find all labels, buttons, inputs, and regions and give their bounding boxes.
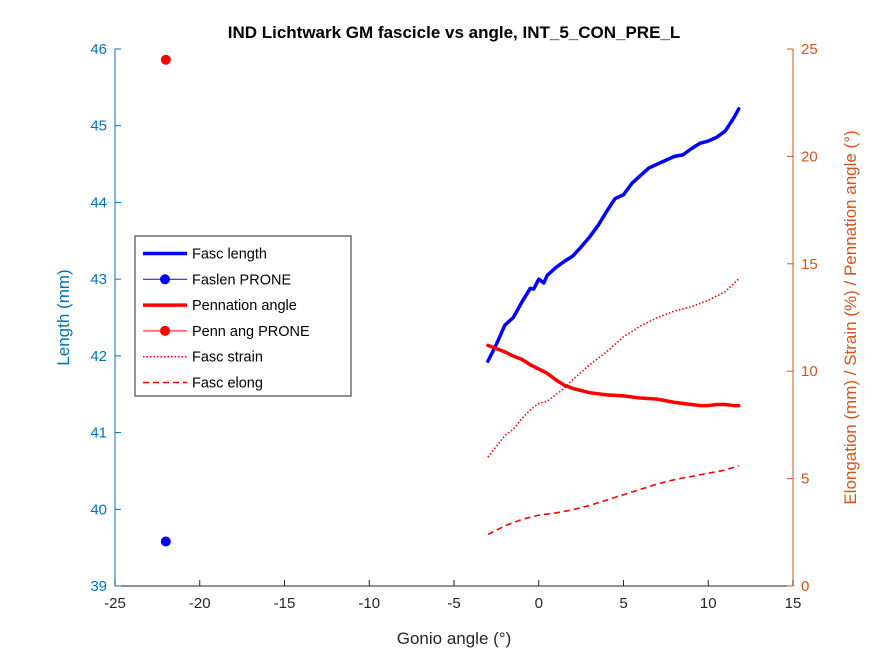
fasc-length-line [486,107,741,363]
y-axis-right-label: Elongation (mm) / Strain (%) / Pennation… [841,130,860,504]
y-right-tick-label: 10 [801,363,818,380]
legend-box [134,235,352,397]
y-left-tick-label: 40 [90,501,107,518]
x-tick-label: -15 [274,595,296,612]
y-left-ticks: 39 40 41 42 43 44 45 46 [90,41,121,595]
legend-label: Fasc elong [192,376,263,392]
legend-label: Pennation angle [192,298,297,314]
legend-label: Fasc length [192,247,267,263]
y-left-tick-label: 44 [90,194,107,211]
legend-label: Fasc strain [192,350,263,366]
y-left-tick-label: 41 [90,425,107,442]
y-left-tick-label: 43 [90,271,107,288]
plot-marks [160,54,741,547]
legend-label: Penn ang PRONE [192,324,310,340]
penn-ang-prone-marker [160,54,171,65]
y-right-ticks: 0 5 10 15 20 25 [787,41,818,595]
legend-item-pennation-angle: Pennation angle [143,298,297,314]
x-ticks: -25 -20 -15 -10 -5 0 5 10 15 [104,580,801,612]
x-tick-label: 15 [785,595,802,612]
x-tick-label: -20 [189,595,211,612]
y-left-tick-label: 45 [90,118,107,135]
fasc-strain-line [487,278,740,458]
y-right-tick-label: 0 [801,578,809,595]
legend-item-fasc-length: Fasc length [143,247,267,263]
y-right-tick-label: 15 [801,256,818,273]
y-left-tick-label: 46 [90,41,107,58]
y-left-tick-label: 42 [90,348,107,365]
legend-marker [160,325,170,336]
legend-item-faslen-prone: Faslen PRONE [143,272,291,288]
pennation-angle-line [486,343,741,408]
legend-item-fasc-elong: Fasc elong [143,376,263,392]
x-tick-label: -25 [104,595,126,612]
legend-item-fasc-strain: Fasc strain [143,350,263,366]
y-axis-left-label: Length (mm) [54,269,73,365]
legend-label: Faslen PRONE [192,272,291,288]
y-right-tick-label: 20 [801,148,818,165]
faslen-prone-marker [160,536,171,547]
x-tick-label: 0 [535,595,543,612]
x-tick-label: 5 [619,595,627,612]
legend: Fasc length Faslen PRONE Pennation angle Pe… [134,235,352,397]
legend-marker [160,274,170,285]
x-tick-label: 10 [700,595,717,612]
y-right-tick-label: 5 [801,471,809,488]
chart-title: IND Lichtwark GM fascicle vs angle, INT_… [228,23,681,42]
legend-item-penn-ang-prone: Penn ang PRONE [143,324,310,340]
y-left-tick-label: 39 [90,578,107,595]
fasc-elong-line [487,464,740,536]
x-tick-label: -5 [447,595,460,612]
x-tick-label: -10 [358,595,380,612]
y-right-tick-label: 25 [801,41,818,58]
x-axis-label: Gonio angle (°) [397,629,512,648]
